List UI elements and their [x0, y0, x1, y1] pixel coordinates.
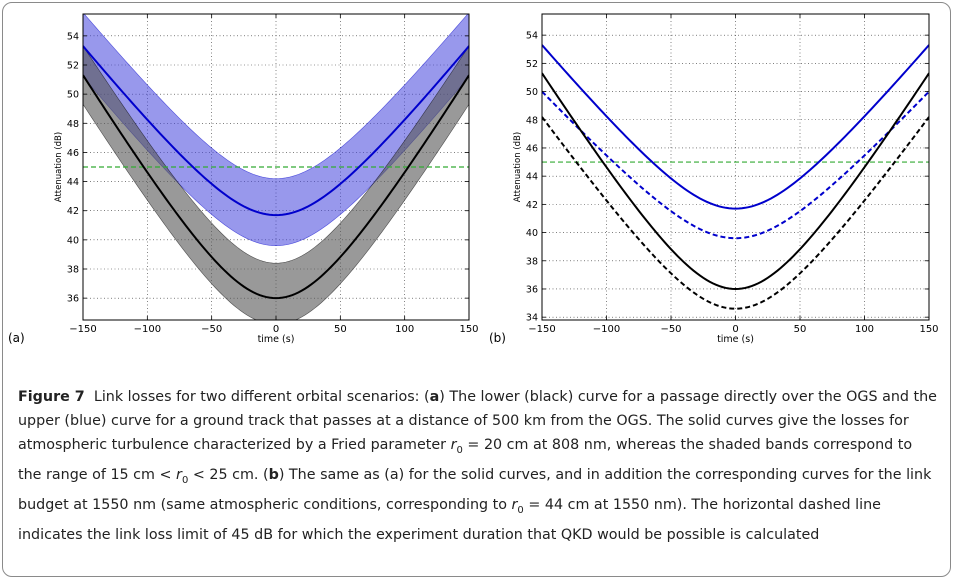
x-tick-label: 0	[273, 324, 279, 335]
y-tick-label: 48	[526, 115, 538, 126]
series-line-3	[542, 116, 929, 310]
x-tick-label: 50	[794, 324, 807, 335]
caption-subscript: 0	[181, 474, 189, 486]
caption-subscript: 0	[517, 504, 524, 516]
x-tick-label: 100	[855, 324, 874, 335]
caption-bold: a	[429, 389, 440, 405]
y-tick-label: 50	[526, 87, 538, 98]
caption-italic: r	[450, 437, 457, 453]
x-tick-label: 0	[732, 324, 738, 335]
y-tick-label: 42	[67, 206, 79, 217]
panel-label-a: (a)	[8, 331, 25, 345]
figure-label: Figure 7	[18, 389, 85, 405]
y-tick-label: 42	[526, 200, 538, 211]
y-tick-label: 46	[526, 143, 538, 154]
x-tick-label: −100	[134, 324, 161, 335]
x-axis-label: time (s)	[258, 334, 295, 345]
y-tick-label: 52	[67, 61, 79, 72]
chart-panel-a: −150 −100 −50 0 50 100 150 36 38 40 42 44 46 48 50 52 54…	[54, 13, 479, 345]
plot-area	[83, 14, 469, 320]
caption-text: Link losses for two different orbital sc…	[93, 389, 430, 405]
caption-text: = 20 cm at 808 nm, whereas the shaded ba…	[18, 437, 913, 483]
caption-text: ) The same as (a) for the solid curves, …	[18, 466, 932, 513]
x-tick-label: 100	[395, 324, 414, 335]
series-line-0	[83, 45, 469, 217]
series-band-0	[83, 14, 469, 246]
x-tick-label: 150	[919, 324, 938, 335]
x-tick-label: 50	[334, 324, 347, 335]
y-tick-label: 54	[526, 31, 538, 42]
caption-subscript: 0	[456, 444, 463, 456]
y-tick-label: 50	[67, 90, 79, 101]
y-axis-label: Attenuation (dB)	[54, 132, 64, 202]
figure-caption: Figure 7 Link losses for two different o…	[18, 385, 938, 547]
y-tick-label: 54	[67, 31, 79, 42]
y-tick-label: 34	[526, 313, 538, 324]
caption-text: < 25 cm. (	[188, 466, 269, 483]
series-line-1	[542, 90, 929, 240]
y-tick-label: 52	[526, 59, 538, 70]
series-line-2	[542, 72, 929, 290]
series-line-1	[83, 74, 469, 300]
y-tick-label: 36	[526, 284, 538, 295]
x-tick-label: 150	[459, 324, 478, 335]
caption-text: = 44 cm at 1550 nm). The horizontal dash…	[18, 496, 881, 543]
y-tick-label: 44	[67, 177, 79, 188]
caption-bold: b	[268, 466, 279, 483]
chart-panel-b: −150 −100 −50 0 50 100 150 34 36 38 40 42 44 46 48 50 52…	[513, 13, 939, 345]
series-line-0	[542, 44, 929, 210]
caption-text: ) The lower (black) curve for a passage …	[18, 389, 937, 453]
caption-italic: r	[511, 496, 518, 513]
y-axis-label: Attenuation (dB)	[513, 132, 523, 202]
y-tick-label: 38	[67, 265, 79, 276]
y-tick-label: 40	[526, 228, 538, 239]
y-tick-label: 48	[67, 119, 79, 130]
y-tick-label: 38	[526, 256, 538, 267]
x-tick-label: −100	[593, 324, 620, 335]
x-tick-label: −50	[201, 324, 222, 335]
y-tick-label: 36	[67, 294, 79, 305]
y-tick-label: 40	[67, 235, 79, 246]
y-tick-label: 44	[526, 172, 538, 183]
y-tick-label: 46	[67, 148, 79, 159]
x-tick-label: −150	[69, 324, 96, 335]
x-tick-label: −150	[528, 324, 555, 335]
x-tick-label: −50	[660, 324, 681, 335]
series-band-1	[83, 45, 469, 320]
panel-label-b: (b)	[489, 331, 506, 345]
caption-italic: r	[176, 466, 182, 483]
plot-area	[542, 44, 929, 310]
x-axis-label: time (s)	[717, 334, 754, 345]
